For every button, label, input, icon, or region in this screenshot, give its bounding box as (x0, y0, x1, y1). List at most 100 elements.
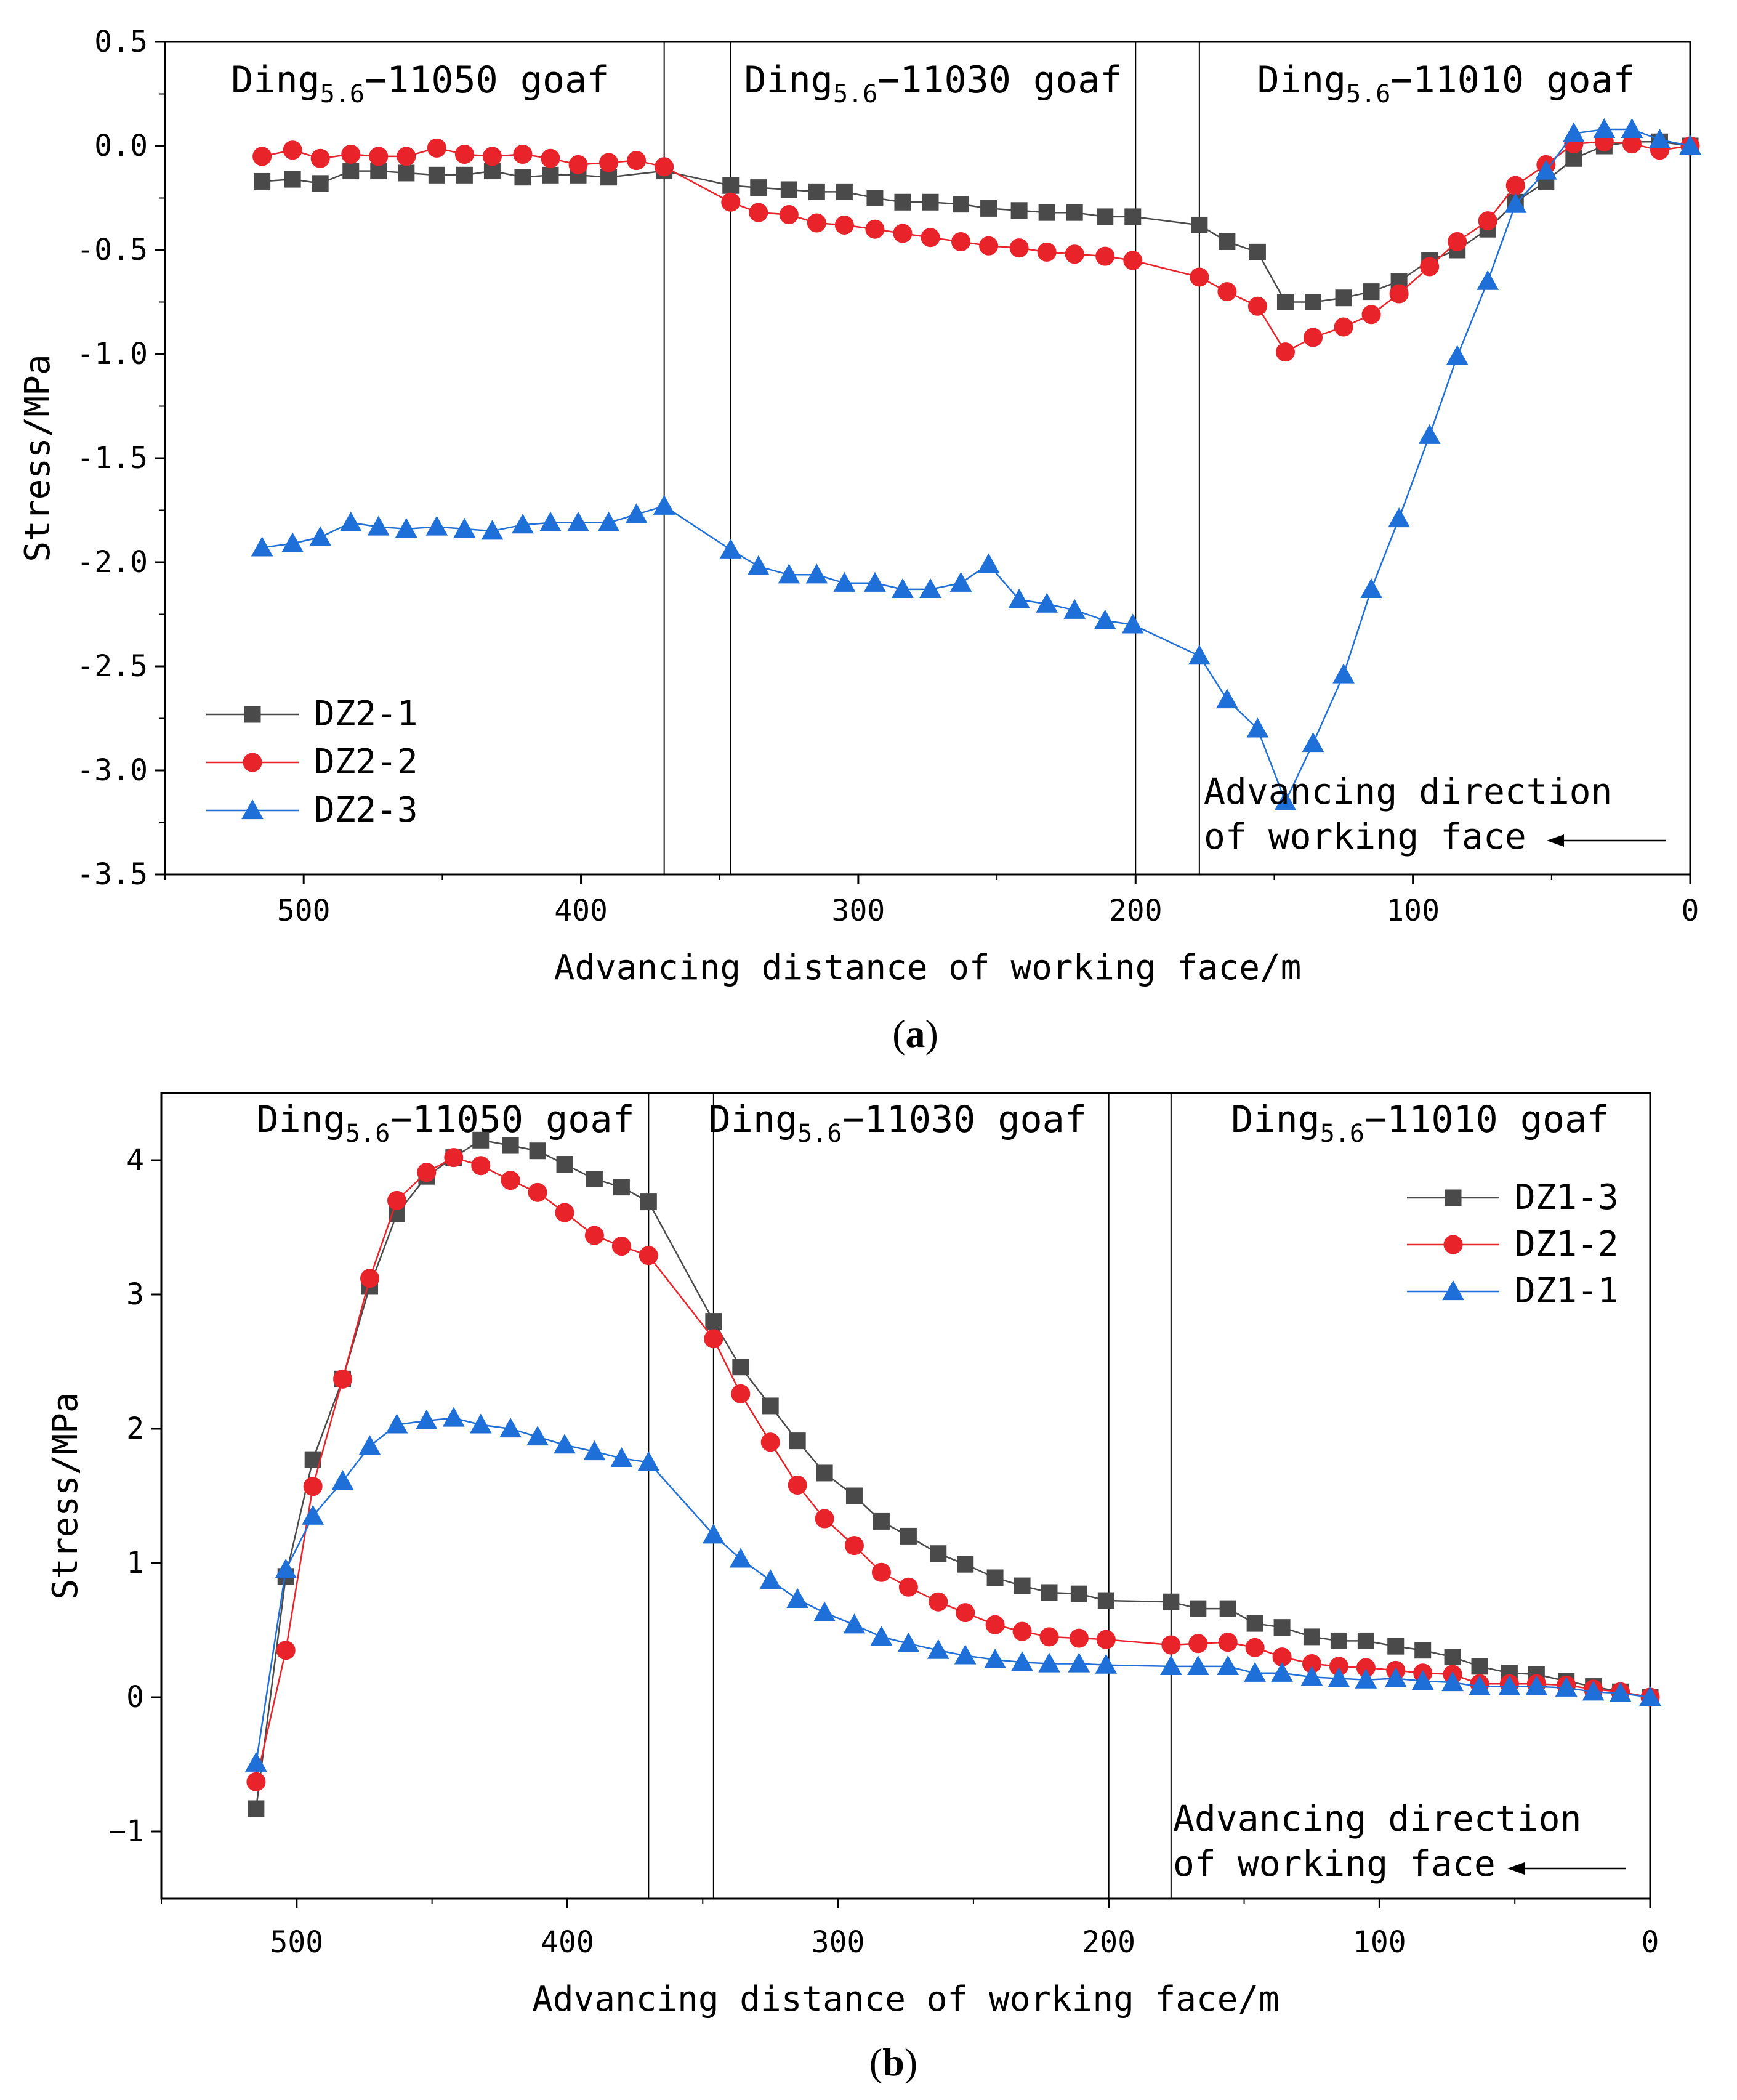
data-point-DZ1-2 (360, 1269, 380, 1288)
data-point-DZ2-1 (980, 200, 997, 217)
x-tick-label: 400 (541, 1925, 594, 1960)
advancing-direction-label-line1: Advancing direction (1173, 1798, 1581, 1840)
region-label-suffix: −11010 goaf (1390, 59, 1635, 102)
data-point-DZ1-2 (584, 1226, 604, 1245)
data-point-DZ2-2 (1478, 211, 1497, 231)
data-point-DZ2-3 (453, 517, 476, 538)
data-point-DZ2-3 (1274, 790, 1297, 810)
data-point-DZ2-1 (1276, 294, 1294, 310)
y-tick-label: -3.0 (76, 753, 148, 788)
data-point-DZ2-1 (1038, 204, 1055, 221)
data-point-DZ1-2 (1188, 1634, 1208, 1654)
data-point-DZ2-3 (977, 553, 1000, 573)
goaf-region-label: Ding5.6−11030 goaf (709, 1098, 1087, 1148)
data-point-DZ1-2 (1096, 1630, 1116, 1649)
x-tick-label: 0 (1642, 1925, 1659, 1960)
data-point-DZ1-1 (554, 1434, 576, 1454)
data-point-DZ1-2 (246, 1772, 266, 1791)
data-point-DZ1-2 (611, 1237, 631, 1256)
data-point-DZ1-3 (845, 1487, 863, 1504)
x-tick-label: 500 (277, 894, 331, 928)
data-point-DZ2-1 (1305, 294, 1322, 310)
data-point-DZ2-2 (951, 232, 971, 251)
data-point-DZ1-3 (472, 1131, 490, 1149)
data-point-DZ1-2 (639, 1246, 658, 1266)
data-point-DZ1-3 (613, 1179, 630, 1196)
data-point-DZ1-2 (871, 1562, 891, 1582)
region-label-subscript: 5.6 (1320, 1120, 1364, 1148)
data-point-DZ1-1 (1498, 1675, 1521, 1695)
data-point-DZ2-2 (779, 205, 799, 225)
data-point-DZ1-2 (303, 1477, 323, 1496)
data-point-DZ2-1 (866, 190, 884, 206)
series-DZ1-1 (245, 1407, 1661, 1772)
y-axis-title: Stress/MPa (46, 1392, 86, 1599)
data-point-DZ1-1 (415, 1409, 438, 1430)
data-point-DZ1-1 (954, 1644, 977, 1665)
legend-label-DZ1-3: DZ1-3 (1515, 1177, 1619, 1218)
region-label-subscript: 5.6 (345, 1120, 390, 1148)
data-point-DZ1-1 (786, 1588, 808, 1608)
y-tick-label: -1.5 (76, 441, 148, 475)
data-point-DZ1-2 (555, 1203, 574, 1222)
data-point-DZ1-1 (1095, 1654, 1118, 1674)
data-point-DZ2-2 (283, 140, 302, 160)
data-point-DZ2-2 (454, 145, 474, 164)
region-label-prefix: Ding (257, 1098, 346, 1141)
data-point-DZ2-1 (922, 193, 939, 211)
data-point-DZ1-1 (442, 1407, 465, 1427)
region-label-prefix: Ding (1257, 59, 1347, 102)
panel-tag-letter: b (882, 2040, 905, 2084)
data-point-DZ2-3 (481, 520, 504, 540)
data-point-DZ1-1 (526, 1426, 549, 1446)
data-point-DZ2-1 (1249, 243, 1266, 260)
data-point-DZ1-2 (333, 1369, 353, 1389)
data-point-DZ2-3 (1094, 609, 1116, 629)
x-tick-label: 200 (1082, 1925, 1135, 1960)
data-point-DZ1-1 (275, 1558, 297, 1578)
y-tick-label: -0.5 (76, 233, 148, 267)
data-point-DZ1-2 (788, 1476, 807, 1495)
panel-tag-open: ( (869, 2040, 882, 2084)
data-point-DZ1-1 (385, 1413, 408, 1434)
legend-label-DZ1-1: DZ1-1 (1515, 1271, 1619, 1311)
data-point-DZ2-2 (1361, 305, 1381, 325)
y-tick-label: -2.0 (76, 545, 148, 580)
data-point-DZ1-1 (927, 1639, 949, 1659)
chart-panel-b: 500 400 300 200 100 0 4 3 2 1 0 −1 Advancing distanc… (46, 1092, 1661, 2084)
y-tick-label: −1 (108, 1814, 144, 1849)
x-tick-label: 300 (832, 894, 885, 928)
data-point-DZ1-3 (1097, 1592, 1114, 1609)
data-point-DZ2-3 (367, 515, 390, 536)
data-point-DZ1-1 (1217, 1655, 1239, 1675)
data-point-DZ2-1 (456, 166, 473, 184)
y-tick-label: 3 (126, 1277, 144, 1312)
data-point-DZ1-1 (897, 1632, 920, 1652)
region-label-prefix: Ding (744, 59, 833, 102)
data-point-DZ2-1 (514, 169, 531, 186)
y-tick-label: -1.0 (76, 337, 148, 371)
series-DZ2-3 (251, 118, 1701, 810)
region-label-subscript: 5.6 (833, 80, 877, 108)
data-point-DZ1-1 (1159, 1655, 1182, 1675)
data-point-DZ1-3 (930, 1545, 947, 1562)
data-point-DZ2-3 (833, 571, 856, 592)
data-point-DZ2-1 (836, 183, 853, 200)
data-point-DZ2-1 (398, 164, 415, 182)
data-point-DZ1-2 (760, 1432, 780, 1452)
data-point-DZ1-3 (502, 1137, 519, 1154)
data-point-DZ2-3 (653, 495, 675, 515)
data-point-DZ2-3 (1360, 578, 1382, 599)
region-label-subscript: 5.6 (797, 1120, 842, 1148)
data-point-DZ1-2 (1069, 1628, 1089, 1648)
data-point-DZ1-1 (984, 1648, 1006, 1669)
region-label-prefix: Ding (231, 59, 320, 102)
x-tick-label: 300 (812, 1925, 865, 1960)
data-point-DZ1-3 (705, 1313, 722, 1330)
data-point-DZ1-3 (1070, 1585, 1087, 1602)
data-point-DZ1-1 (331, 1469, 354, 1490)
legend-marker-DZ2-2 (243, 753, 262, 772)
data-point-DZ1-2 (929, 1592, 948, 1612)
data-point-DZ1-2 (501, 1171, 520, 1190)
data-point-DZ1-1 (637, 1451, 660, 1471)
